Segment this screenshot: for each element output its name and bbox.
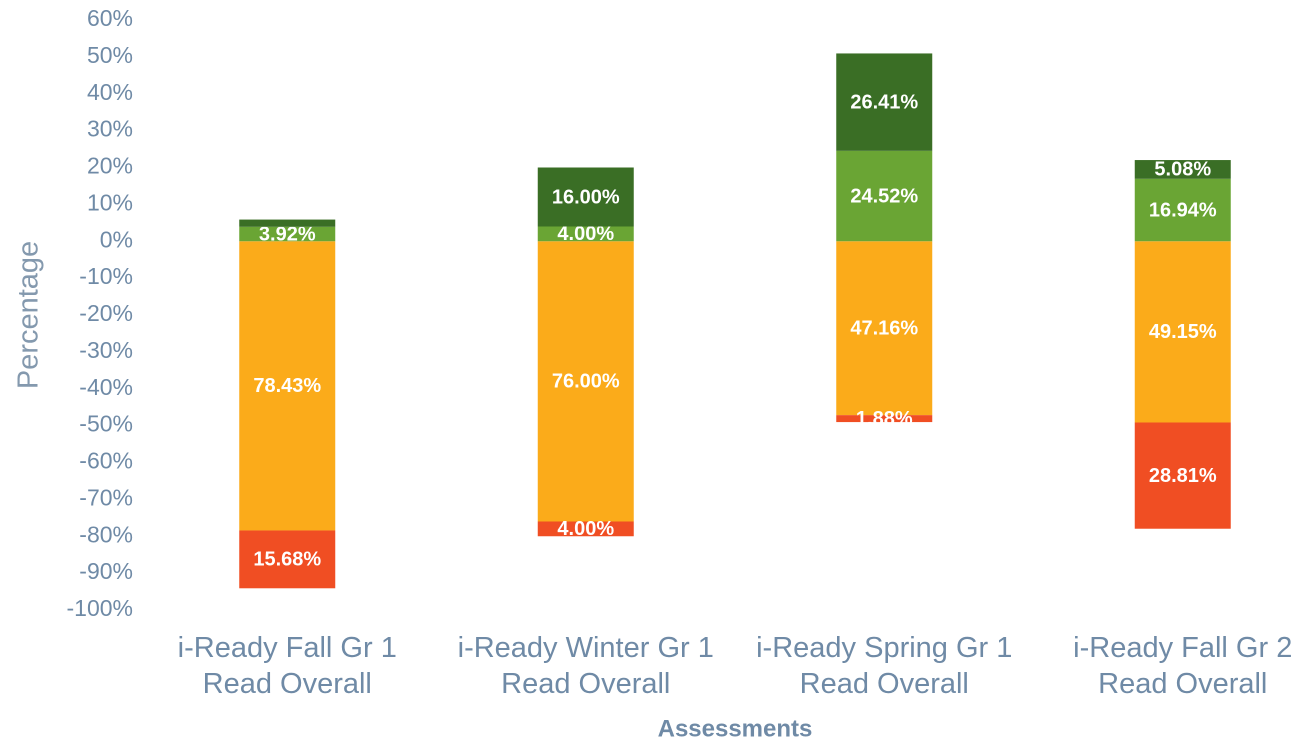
y-tick-label: -50% bbox=[79, 411, 133, 437]
y-tick-label: 10% bbox=[87, 189, 133, 215]
y-tick-label: -20% bbox=[79, 300, 133, 326]
data-label: 15.68% bbox=[253, 549, 321, 571]
data-label: 78.43% bbox=[253, 375, 321, 397]
y-tick-label: -90% bbox=[79, 558, 133, 584]
x-tick-label: i-Ready Winter Gr 1 Read Overall bbox=[457, 632, 714, 700]
y-tick-label: -70% bbox=[79, 484, 133, 510]
bar-segment bbox=[836, 415, 933, 423]
bar-segment bbox=[537, 167, 634, 227]
y-tick-label: 20% bbox=[87, 153, 133, 179]
bar-segment bbox=[239, 530, 336, 589]
bar-segment bbox=[537, 521, 634, 537]
y-tick-label: -10% bbox=[79, 263, 133, 289]
data-label: 28.81% bbox=[1149, 465, 1217, 487]
data-label: 49.15% bbox=[1149, 321, 1217, 343]
y-tick-label: 50% bbox=[87, 42, 133, 68]
bar-segment bbox=[1134, 160, 1231, 179]
bar-segment bbox=[1134, 422, 1231, 529]
y-tick-label: -80% bbox=[79, 521, 133, 547]
y-tick-label: 40% bbox=[87, 79, 133, 105]
data-label: 76.00% bbox=[552, 371, 620, 393]
data-label: 26.41% bbox=[850, 91, 918, 113]
data-label: 16.94% bbox=[1149, 199, 1217, 221]
y-tick-label: -30% bbox=[79, 337, 133, 363]
bar-segment bbox=[836, 150, 933, 242]
bar-segment bbox=[836, 241, 933, 416]
y-tick-label: 0% bbox=[100, 226, 133, 252]
data-label: 1.88% bbox=[856, 408, 913, 430]
data-label: 3.92% bbox=[259, 223, 316, 245]
x-tick-label: i-Ready Spring Gr 1 Read Overall bbox=[756, 632, 1013, 700]
data-label: 16.00% bbox=[552, 186, 620, 208]
bar-segment bbox=[1134, 241, 1231, 423]
data-label: 5.08% bbox=[1154, 159, 1211, 181]
x-tick-label: i-Ready Fall Gr 1 Read Overall bbox=[177, 632, 397, 700]
bar-segment bbox=[537, 241, 634, 522]
x-tick-label: i-Ready Fall Gr 2 Read Overall bbox=[1073, 632, 1293, 700]
bar-segment bbox=[239, 226, 336, 242]
y-tick-label: 60% bbox=[87, 5, 133, 31]
y-tick-label: -60% bbox=[79, 448, 133, 474]
y-axis-label: Percentage bbox=[13, 241, 45, 389]
bar-segment bbox=[239, 241, 336, 531]
x-axis-label: Assessments bbox=[658, 715, 813, 742]
bar-segment bbox=[537, 226, 634, 242]
data-label: 24.52% bbox=[850, 185, 918, 207]
y-tick-label: -100% bbox=[67, 595, 133, 621]
data-label: 47.16% bbox=[850, 317, 918, 339]
y-tick-label: -40% bbox=[79, 374, 133, 400]
data-label: 4.00% bbox=[557, 223, 614, 245]
bar-segment bbox=[239, 219, 336, 227]
bar-segment bbox=[1134, 178, 1231, 242]
y-tick-label: 30% bbox=[87, 116, 133, 142]
bar-segment bbox=[836, 53, 933, 151]
data-label: 4.00% bbox=[557, 518, 614, 540]
